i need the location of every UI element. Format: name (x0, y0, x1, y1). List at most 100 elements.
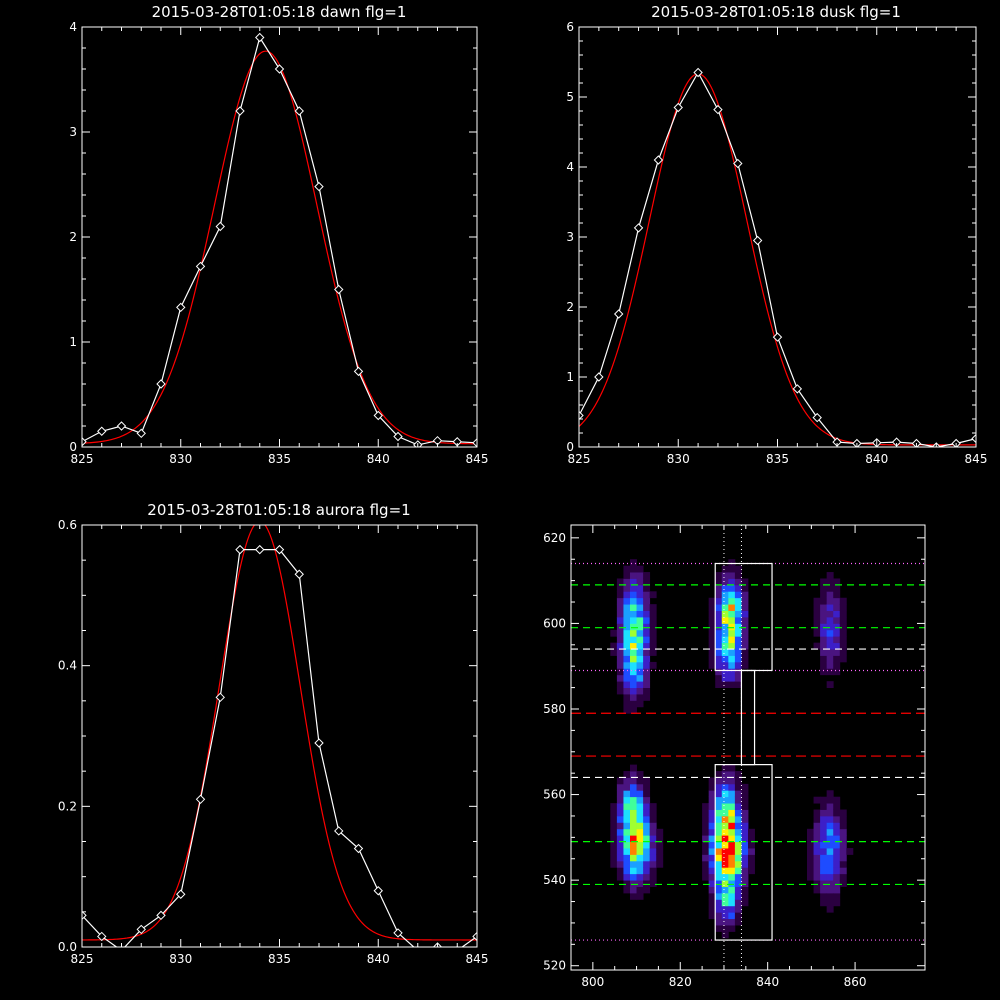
heatmap-cell (728, 584, 736, 592)
dusk-y-tick-label: 3 (566, 230, 574, 244)
heatmap-cell (649, 860, 657, 868)
heatmap-cell (734, 835, 742, 843)
dawn-x-tick-label: 830 (169, 452, 192, 466)
aurora-plot-area: 825 830 835 840 845 0.0 0.2 0.4 0.6 (58, 518, 489, 966)
heatmap-cell (734, 841, 742, 849)
dawn-plot-clip-group (82, 32, 477, 447)
heatmap-cell (813, 860, 821, 868)
heatmap-cell (820, 809, 828, 817)
heatmap-cell (623, 655, 631, 663)
heatmap-cell (623, 848, 631, 855)
heatmap-cell (610, 642, 618, 650)
heatmap-cell (826, 848, 834, 855)
heatmap-cell (839, 597, 847, 605)
heatmap-cell (833, 873, 841, 881)
dusk-y-tick-label: 1 (566, 370, 574, 384)
heatmap-cell (636, 828, 644, 836)
heatmap-cell (826, 905, 834, 913)
aurora-data-point (314, 738, 324, 748)
heatmap-cell (630, 783, 637, 791)
heatmap-cell (721, 873, 729, 881)
heatmap-cell (623, 623, 631, 631)
heatmap-cell (833, 796, 841, 804)
heatmap-cell (839, 854, 847, 862)
aurora-fit-curve (82, 525, 477, 941)
heatmap-cell (813, 623, 821, 631)
heatmap-cell (643, 854, 651, 862)
heatmap-cell (728, 912, 736, 920)
heatmap-cell (734, 655, 742, 663)
heatmap-cell (728, 668, 736, 676)
heatmap-cell (715, 912, 723, 920)
heatmap-cell (826, 649, 834, 656)
heatmap-cell (820, 616, 828, 624)
heatmap-cell (833, 867, 841, 875)
aurora-y-tick-label: 0.6 (58, 518, 77, 532)
aurora-data-point (334, 826, 344, 836)
heatmap-cell (721, 880, 729, 887)
heatmap-cell (636, 578, 644, 586)
heatmap-cell (839, 828, 847, 836)
heatmap-cell (702, 803, 710, 810)
heatmap-cell (833, 597, 841, 605)
heatmap-cell (807, 854, 814, 862)
heatmap-cell (708, 629, 716, 637)
heatmap-cell (708, 642, 716, 650)
heatmap-cell (649, 629, 657, 637)
heatmap-cell (656, 835, 664, 843)
heatmap-cell (616, 803, 624, 810)
heatmap-cell (616, 822, 624, 830)
heatmap-cell (728, 629, 736, 637)
heatmap-cell (616, 777, 624, 785)
heatmap-cell (741, 597, 749, 605)
heatmap-cell (826, 873, 834, 881)
heatmap-cell (610, 828, 618, 836)
dawn-x-tick-label: 845 (466, 452, 489, 466)
heatmap-cell (820, 604, 828, 611)
heatmap-cell (636, 694, 644, 701)
heatmap-cell (728, 783, 736, 791)
heatmap-cell (728, 860, 736, 868)
heatmap-cell (741, 892, 749, 900)
dusk-data-point (673, 102, 683, 113)
heatmap-axes-frame (570, 524, 926, 971)
heatmap-cell (643, 841, 651, 849)
heatmap-cell (656, 860, 664, 868)
heatmap-cell (708, 899, 716, 907)
heatmap-cell (839, 809, 847, 817)
heatmap-cell (702, 828, 710, 836)
heatmap-cell (610, 809, 618, 817)
heatmap-cell (826, 642, 834, 650)
heatmap-cell (728, 565, 736, 573)
heatmap-cell (616, 848, 624, 855)
heatmap-cell (630, 604, 637, 611)
heatmap-cell (721, 565, 729, 573)
heatmap-cell (728, 572, 736, 579)
heatmap-cell (643, 649, 651, 656)
dusk-y-tick-label: 4 (566, 160, 574, 174)
heatmap-cell (826, 854, 834, 862)
heatmap-cell (616, 809, 624, 817)
dusk-y-tick-label: 5 (566, 90, 574, 104)
heatmap-cell (616, 867, 624, 875)
heatmap-cell (636, 616, 644, 624)
heatmap-cell (721, 892, 729, 900)
heatmap-cell (826, 815, 834, 823)
heatmap-cell (715, 636, 723, 644)
heatmap-cell (630, 706, 637, 714)
heatmap-cell (715, 642, 723, 650)
heatmap-cell (813, 610, 821, 618)
heatmap-cell (649, 848, 657, 855)
heatmap-cell (734, 591, 742, 599)
heatmap-cell (721, 803, 729, 810)
heatmap-cell (623, 668, 631, 676)
heatmap-cell (643, 668, 651, 676)
heatmap-cell (820, 841, 828, 849)
heatmap-cell (741, 604, 749, 611)
heatmap-cell (656, 828, 664, 836)
dusk-data-point (579, 410, 584, 421)
heatmap-cell (839, 880, 847, 887)
heatmap-cell (728, 796, 736, 804)
heatmap-cell (643, 591, 651, 599)
heatmap-cell (826, 629, 834, 637)
